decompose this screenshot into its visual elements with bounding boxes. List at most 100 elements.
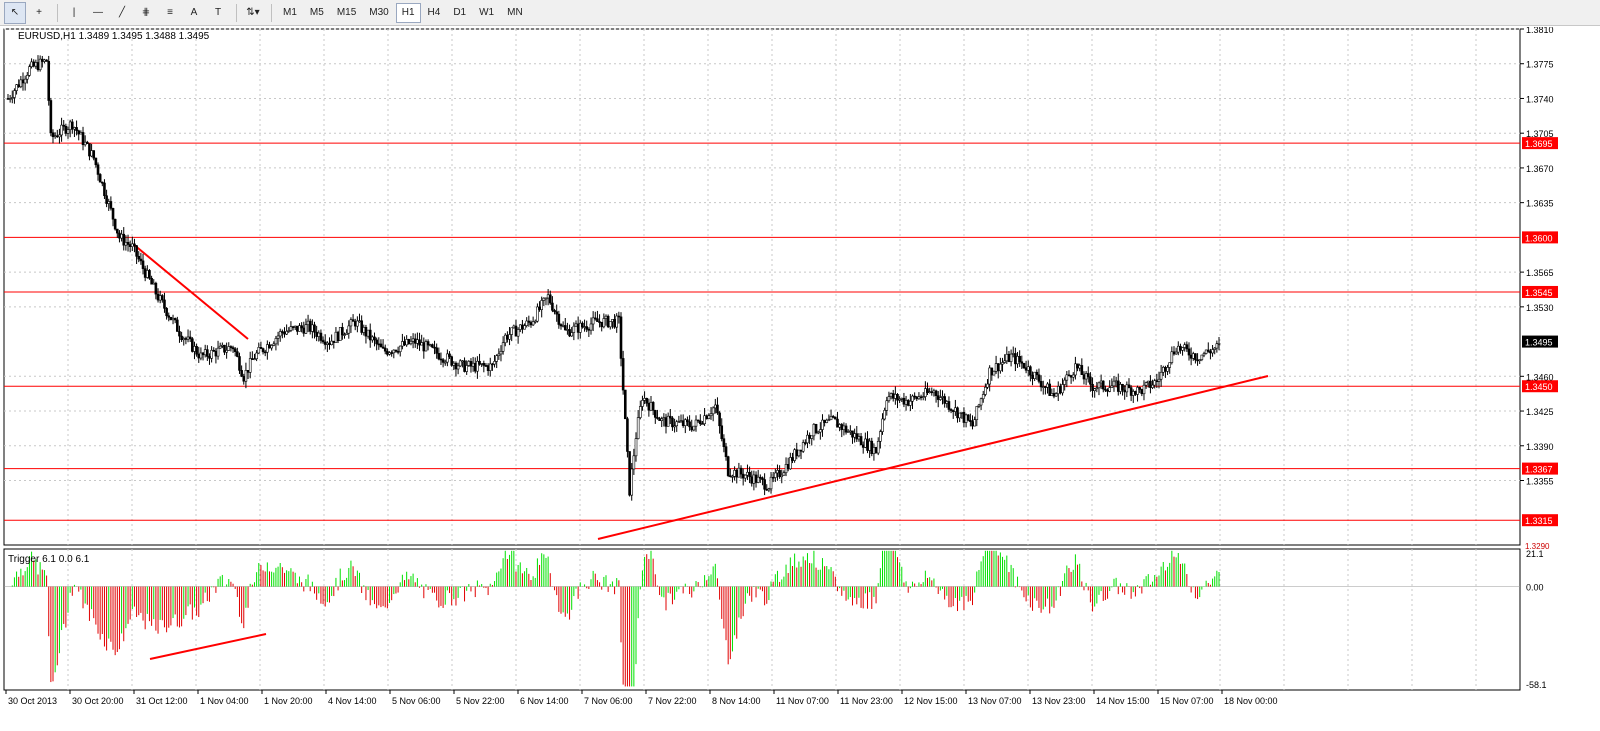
level-price-tag <box>1522 137 1558 150</box>
candle-body <box>1104 388 1107 391</box>
candle-body <box>563 325 567 331</box>
trendline-up[interactable] <box>597 375 1269 540</box>
candle-body <box>726 456 730 476</box>
trendline-icon[interactable]: ╱ <box>118 7 126 18</box>
price-tick-label: 1.3355 <box>1526 477 1554 487</box>
candle-body <box>184 338 188 340</box>
timeframe-m5-button[interactable]: M5 <box>309 7 324 18</box>
text-icon[interactable]: A <box>190 7 198 18</box>
candle-body <box>441 359 445 363</box>
candle-body <box>463 360 466 372</box>
candle-body <box>146 270 149 278</box>
fibonacci-icon[interactable]: ≡ <box>167 7 173 18</box>
candle-body <box>531 321 535 326</box>
candle-body <box>304 324 308 334</box>
candle-body <box>919 396 923 399</box>
candle-body <box>276 335 280 339</box>
timeframe-mn-button[interactable]: MN <box>507 7 523 18</box>
candle-body <box>1091 383 1094 392</box>
timeframe-d1-button[interactable]: D1 <box>453 7 467 18</box>
candle-body <box>148 270 151 279</box>
candle-body <box>630 468 634 496</box>
candle-body <box>6 98 10 100</box>
candle-body <box>225 350 228 353</box>
trendline-indicator[interactable] <box>149 633 267 660</box>
candle-body <box>495 355 498 362</box>
timeframe-h4-button[interactable]: H4 <box>427 7 441 18</box>
timeframe-m15-button[interactable]: M15 <box>336 7 357 18</box>
candle-body <box>739 467 743 475</box>
candle-body <box>581 322 584 328</box>
cursor-icon[interactable]: ↖ <box>4 1 26 24</box>
timeframe-m1-button[interactable]: M1 <box>283 7 297 18</box>
text-label-icon[interactable]: T <box>214 7 222 18</box>
timeframe-m30-button[interactable]: M30 <box>369 7 389 18</box>
candle-body <box>658 418 661 421</box>
candle-body <box>47 61 51 101</box>
candle-body <box>381 346 385 349</box>
crosshair-icon[interactable]: + <box>36 7 42 18</box>
candle-body <box>960 411 964 414</box>
candle-body <box>619 316 623 359</box>
candle-body <box>343 334 346 336</box>
candle-body <box>471 362 475 367</box>
candle-body <box>1067 374 1071 377</box>
candle-body <box>1125 384 1129 393</box>
candle-body <box>681 420 685 426</box>
candle-body <box>497 353 501 356</box>
candle-body <box>443 361 447 364</box>
candle-body <box>591 317 595 325</box>
time-tick-label: 4 Nov 14:00 <box>328 696 377 706</box>
candle-body <box>263 351 267 354</box>
candle-body <box>999 363 1002 372</box>
candle-body <box>542 297 546 301</box>
candle-body <box>356 320 359 327</box>
chart-window[interactable]: 1.3695 1.3600 1.3545 1.3450 1.3367 1.3315 1.3… <box>0 25 1600 728</box>
candle-body <box>906 400 910 406</box>
candle-body <box>827 419 831 422</box>
candle-body <box>643 398 646 401</box>
candle-body <box>512 325 516 329</box>
candle-body <box>1001 362 1004 365</box>
candle-body <box>1065 374 1069 381</box>
trendlines[interactable] <box>132 243 1269 660</box>
candle-body <box>1159 371 1163 380</box>
arrows-icon[interactable]: ⇅▾ <box>246 7 260 18</box>
channel-icon[interactable]: ⋕ <box>141 7 151 18</box>
candle-body <box>173 318 177 321</box>
candle-body <box>1172 351 1176 355</box>
candle-body <box>1149 380 1152 388</box>
timeframe-h1-button[interactable]: H1 <box>395 2 421 23</box>
candle-body <box>986 383 989 388</box>
timeframe-w1-button[interactable]: W1 <box>479 7 495 18</box>
candle-body <box>424 341 428 352</box>
candle-body <box>1056 386 1060 395</box>
candle-body <box>409 340 413 345</box>
candle-body <box>454 362 458 370</box>
candle-body <box>1166 367 1169 372</box>
trendline-down[interactable] <box>132 243 249 340</box>
candle-body <box>122 233 126 246</box>
candle-body <box>163 299 166 309</box>
candle-body <box>861 444 865 448</box>
candle-body <box>373 336 376 341</box>
candle-body <box>1097 382 1101 389</box>
vertical-line-icon[interactable]: | <box>72 7 76 18</box>
candle-body <box>1106 389 1109 392</box>
candle-body <box>874 447 878 454</box>
horizontal-levels[interactable]: 1.3695 1.3600 1.3545 1.3450 1.3367 1.3315 <box>4 137 1558 527</box>
chart-canvas[interactable]: 1.3695 1.3600 1.3545 1.3450 1.3367 1.3315 1.3… <box>0 25 1600 728</box>
candle-body <box>668 415 672 419</box>
current-price-label: 1.3495 <box>1525 338 1553 348</box>
candle-body <box>1031 374 1034 379</box>
horizontal-line-icon[interactable]: — <box>93 7 103 18</box>
candle-body <box>94 157 98 166</box>
candle-body <box>62 124 66 127</box>
candle-body <box>167 315 171 318</box>
candle-body <box>645 398 649 404</box>
candle-body <box>360 320 363 333</box>
candle-body <box>456 365 460 370</box>
candle-body <box>956 407 959 419</box>
candle-body <box>1054 393 1058 397</box>
candle-body <box>341 327 344 336</box>
